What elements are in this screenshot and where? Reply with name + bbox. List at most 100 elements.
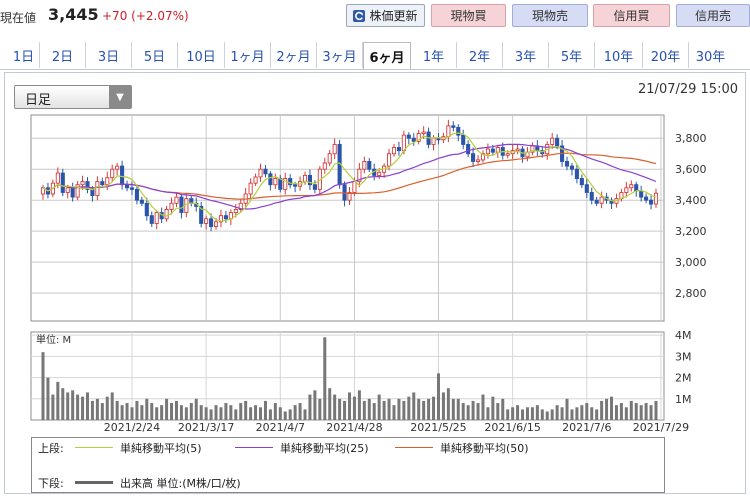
volume-bar xyxy=(100,403,104,420)
volume-bar xyxy=(619,403,623,420)
tab-3d[interactable]: 3日 xyxy=(86,42,132,68)
candle-body xyxy=(174,196,179,204)
date-tick-label: 2021/5/25 xyxy=(410,421,466,434)
volume-bar xyxy=(56,381,60,420)
legend-ma25-label: 単純移動平均(25) xyxy=(280,442,369,455)
current-price: 3,445 xyxy=(48,5,99,24)
candle-body xyxy=(302,174,308,183)
candle-body xyxy=(639,190,644,198)
candle-body xyxy=(213,221,219,227)
volume-bar xyxy=(417,398,421,420)
volume-bar xyxy=(550,409,554,420)
volume-bar xyxy=(273,403,277,420)
candle-body xyxy=(446,125,451,138)
legend-ma50-swatch xyxy=(395,447,433,448)
volume-bar xyxy=(555,405,559,420)
cash-sell-button[interactable]: 現物売 xyxy=(512,4,588,27)
volume-bar xyxy=(530,407,534,420)
volume-bar xyxy=(145,398,149,420)
candle-body xyxy=(421,131,426,135)
candle-body xyxy=(490,148,495,153)
volume-bar xyxy=(71,390,75,420)
price-change: +70 (+2.07%) xyxy=(102,9,189,23)
volume-bar xyxy=(174,400,178,420)
candle-body xyxy=(594,199,599,204)
volume-bar xyxy=(239,403,243,420)
volume-bar xyxy=(436,373,440,420)
cash-buy-button[interactable]: 現物買 xyxy=(431,4,506,27)
volume-bar xyxy=(105,396,109,420)
candle-body xyxy=(342,184,347,201)
candle-body xyxy=(238,202,243,210)
tab-20y[interactable]: 20年 xyxy=(643,42,689,68)
candle-body xyxy=(574,168,579,179)
candle-body xyxy=(263,168,268,175)
volume-bar xyxy=(323,337,327,420)
candle-body xyxy=(253,176,258,184)
candle-body xyxy=(100,181,105,186)
volume-tick-label: 1M xyxy=(675,393,692,406)
legend-top-label: 上段: xyxy=(38,442,64,455)
volume-bar xyxy=(496,403,500,420)
tab-2d[interactable]: 2日 xyxy=(40,42,86,68)
candle-body xyxy=(55,172,60,184)
volume-bar xyxy=(377,394,381,420)
price-tick-label: 3,800 xyxy=(675,132,707,145)
volume-bar xyxy=(610,396,614,420)
volume-bar xyxy=(506,409,510,420)
volume-bar xyxy=(90,400,94,420)
volume-bar xyxy=(343,400,347,420)
volume-bar xyxy=(234,409,238,420)
candle-body xyxy=(451,125,456,128)
volume-tick-label: 2M xyxy=(675,372,692,385)
candle-body xyxy=(352,181,357,193)
volume-bar xyxy=(570,409,574,420)
tab-30y[interactable]: 30年 xyxy=(695,49,726,65)
margin-buy-button[interactable]: 信用買 xyxy=(593,4,670,27)
candle-body xyxy=(283,178,288,190)
tab-10y[interactable]: 10年 xyxy=(595,42,643,68)
volume-bar xyxy=(263,400,267,420)
tab-1m[interactable]: 1ヶ月 xyxy=(225,42,271,68)
chevron-down-icon: ▼ xyxy=(109,86,131,108)
volume-bar xyxy=(614,405,618,420)
candle-body xyxy=(258,168,263,178)
volume-bar xyxy=(639,405,643,420)
tab-1d[interactable]: 1日 xyxy=(8,42,40,68)
volume-bar xyxy=(590,407,594,420)
candle-body xyxy=(144,202,149,217)
tab-10d[interactable]: 10日 xyxy=(178,42,225,68)
volume-bar xyxy=(140,405,144,420)
refresh-price-button[interactable]: 株価更新 xyxy=(346,4,425,27)
candle-body xyxy=(268,173,273,186)
volume-bar xyxy=(308,394,312,420)
date-tick-label: 2021/2/24 xyxy=(104,421,160,434)
chart-type-select[interactable]: 日足 ▼ xyxy=(14,85,132,109)
candle-body xyxy=(154,212,159,224)
volume-tick-label: 3M xyxy=(675,350,692,363)
tab-6m[interactable]: 6ヶ月 xyxy=(363,42,411,69)
candle-body xyxy=(209,218,214,227)
volume-bar xyxy=(189,403,193,420)
tab-1y[interactable]: 1年 xyxy=(411,42,457,68)
candle-body xyxy=(550,137,555,145)
volume-panel: 1M 2M 3M 4M 単位: M 2021/2/24 2021/3/17 2021/4/7 2… xyxy=(30,329,692,434)
tab-3m[interactable]: 3ヶ月 xyxy=(317,42,363,68)
volume-bar xyxy=(338,398,342,420)
margin-sell-button[interactable]: 信用売 xyxy=(676,4,750,27)
volume-bar xyxy=(634,403,638,420)
volume-unit-label: 単位: M xyxy=(36,333,71,346)
tab-2y[interactable]: 2年 xyxy=(457,42,503,68)
tab-5y[interactable]: 5年 xyxy=(549,42,595,68)
tab-2m[interactable]: 2ヶ月 xyxy=(271,42,317,68)
candle-body xyxy=(579,178,584,186)
candle-body xyxy=(115,165,120,170)
candle-body xyxy=(461,134,466,145)
candle-body xyxy=(564,161,570,167)
tab-5d[interactable]: 5日 xyxy=(132,42,178,68)
volume-bar xyxy=(76,394,80,420)
tab-3y[interactable]: 3年 xyxy=(503,42,549,68)
volume-bar xyxy=(209,409,213,420)
volume-bar xyxy=(387,398,391,420)
candle-body xyxy=(649,199,654,205)
